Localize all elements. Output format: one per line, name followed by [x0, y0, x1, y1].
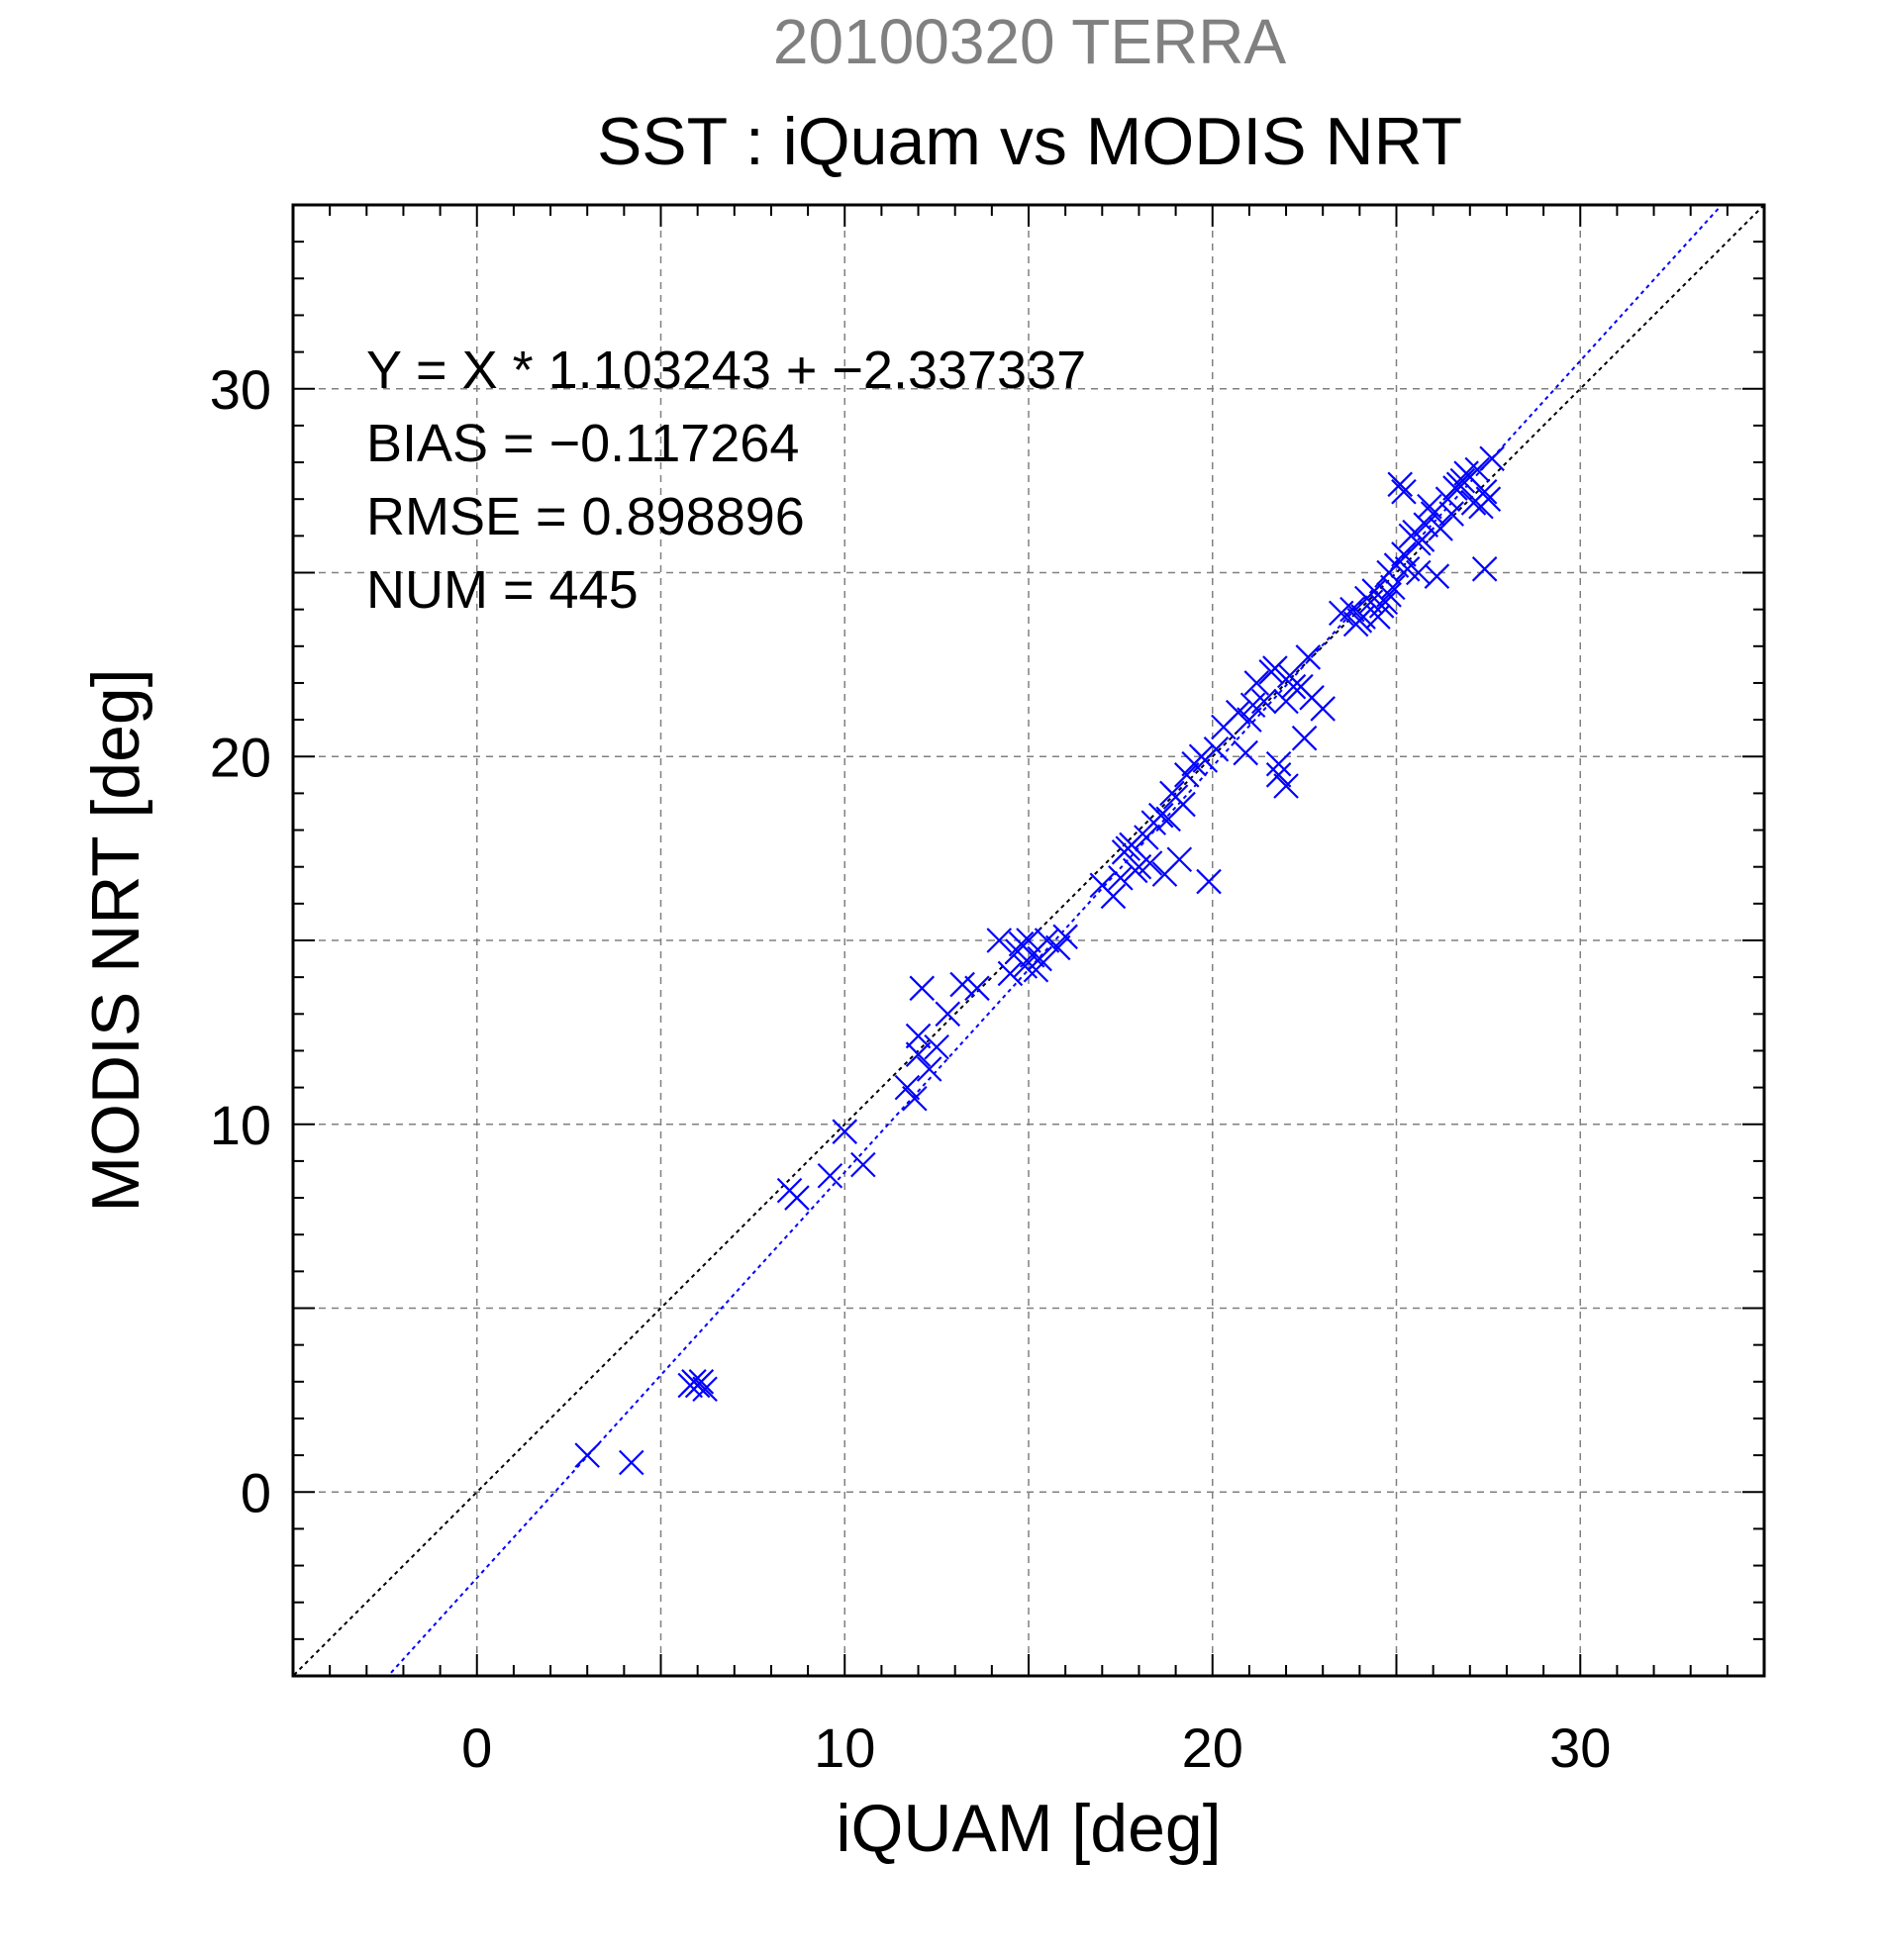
data-point [1387, 471, 1413, 498]
data-point [1445, 471, 1472, 498]
data-point [1196, 868, 1222, 895]
data-point [1122, 857, 1148, 884]
data-point [1342, 611, 1369, 637]
data-point [997, 960, 1024, 987]
data-point [1192, 747, 1219, 773]
tick-labels: 0 10 20 30 0 10 20 30 [210, 358, 1612, 1779]
data-point [1265, 750, 1292, 777]
data-point [916, 1056, 942, 1082]
data-point [935, 1001, 961, 1028]
data-point [1380, 574, 1406, 601]
data-point [1115, 835, 1141, 861]
data-point [681, 1369, 707, 1395]
data-point [905, 1023, 932, 1049]
data-point [1391, 478, 1417, 505]
data-point [1233, 739, 1258, 766]
data-point [924, 1033, 949, 1060]
data-point [949, 971, 975, 998]
data-point [964, 975, 990, 1002]
data-point [1137, 850, 1163, 876]
data-point [1310, 696, 1336, 722]
chart-title: SST : iQuam vs MODIS NRT [597, 104, 1462, 179]
data-point [902, 1085, 928, 1112]
x-axis-label: iQUAM [deg] [836, 1791, 1221, 1866]
data-point [905, 1041, 932, 1067]
data-point [1438, 501, 1464, 527]
data-point [1453, 460, 1479, 486]
data-point [1424, 563, 1450, 589]
data-point [1276, 662, 1303, 689]
y-axis-label: MODIS NRT [deg] [78, 668, 153, 1212]
data-point [1409, 527, 1436, 552]
chart-suptitle: 20100320 TERRA [773, 6, 1287, 77]
data-point [1008, 931, 1035, 957]
data-point [1044, 934, 1071, 961]
data-point [894, 1074, 921, 1101]
data-point [1479, 445, 1505, 472]
data-point [1376, 582, 1402, 608]
data-point [986, 928, 1013, 953]
data-point [1435, 486, 1461, 512]
data-point [784, 1185, 810, 1211]
x-tick-label: 10 [814, 1716, 875, 1779]
data-point [1225, 699, 1251, 726]
data-point [850, 1151, 876, 1178]
y-tick-label: 30 [210, 358, 271, 421]
data-points [574, 445, 1505, 1476]
x-tick-label: 0 [461, 1716, 492, 1779]
data-point [1413, 512, 1438, 538]
data-point [619, 1449, 644, 1476]
data-point [1237, 707, 1262, 733]
data-point [1291, 725, 1318, 751]
data-point [1417, 493, 1442, 520]
data-point [1265, 762, 1292, 788]
axis-ticks [293, 205, 1764, 1676]
data-point [1339, 596, 1365, 623]
data-point [1262, 655, 1288, 681]
data-point [1460, 490, 1487, 516]
y-tick-label: 20 [210, 726, 271, 788]
x-tick-label: 20 [1182, 1716, 1243, 1779]
stats-annotation: Y = X * 1.103243 + −2.337337 BIAS = −0.1… [366, 341, 1086, 620]
data-point [1016, 928, 1041, 953]
data-point [1166, 846, 1193, 873]
data-point [909, 975, 936, 1002]
data-point [1173, 762, 1200, 788]
data-point [1243, 670, 1270, 696]
fit-line [386, 205, 1724, 1676]
y-tick-label: 0 [241, 1461, 271, 1523]
data-point [1108, 865, 1134, 891]
data-point [574, 1442, 600, 1468]
data-point [1239, 692, 1266, 719]
data-point [1273, 773, 1299, 799]
data-point [1471, 556, 1498, 582]
data-point [688, 1369, 715, 1395]
annotation-num: NUM = 445 [366, 560, 639, 620]
annotation-bias: BIAS = −0.117264 [366, 414, 799, 473]
data-point [832, 1119, 858, 1144]
data-point [1357, 589, 1384, 615]
data-point [1052, 924, 1078, 950]
data-point [1147, 802, 1174, 829]
data-point [817, 1162, 843, 1189]
x-tick-label: 30 [1549, 1716, 1611, 1779]
y-tick-label: 10 [210, 1094, 271, 1156]
data-point [692, 1376, 718, 1403]
data-point [1428, 516, 1453, 541]
data-point [1100, 883, 1127, 910]
reference-lines [293, 205, 1764, 1676]
annotation-fit-equation: Y = X * 1.103243 + −2.337337 [366, 341, 1086, 400]
data-point [1170, 791, 1196, 818]
annotation-rmse: RMSE = 0.898896 [366, 487, 805, 546]
grid-lines [293, 205, 1764, 1676]
data-point [1468, 493, 1494, 520]
data-point [1023, 956, 1049, 983]
data-point [1134, 825, 1159, 850]
data-point [1391, 541, 1417, 567]
